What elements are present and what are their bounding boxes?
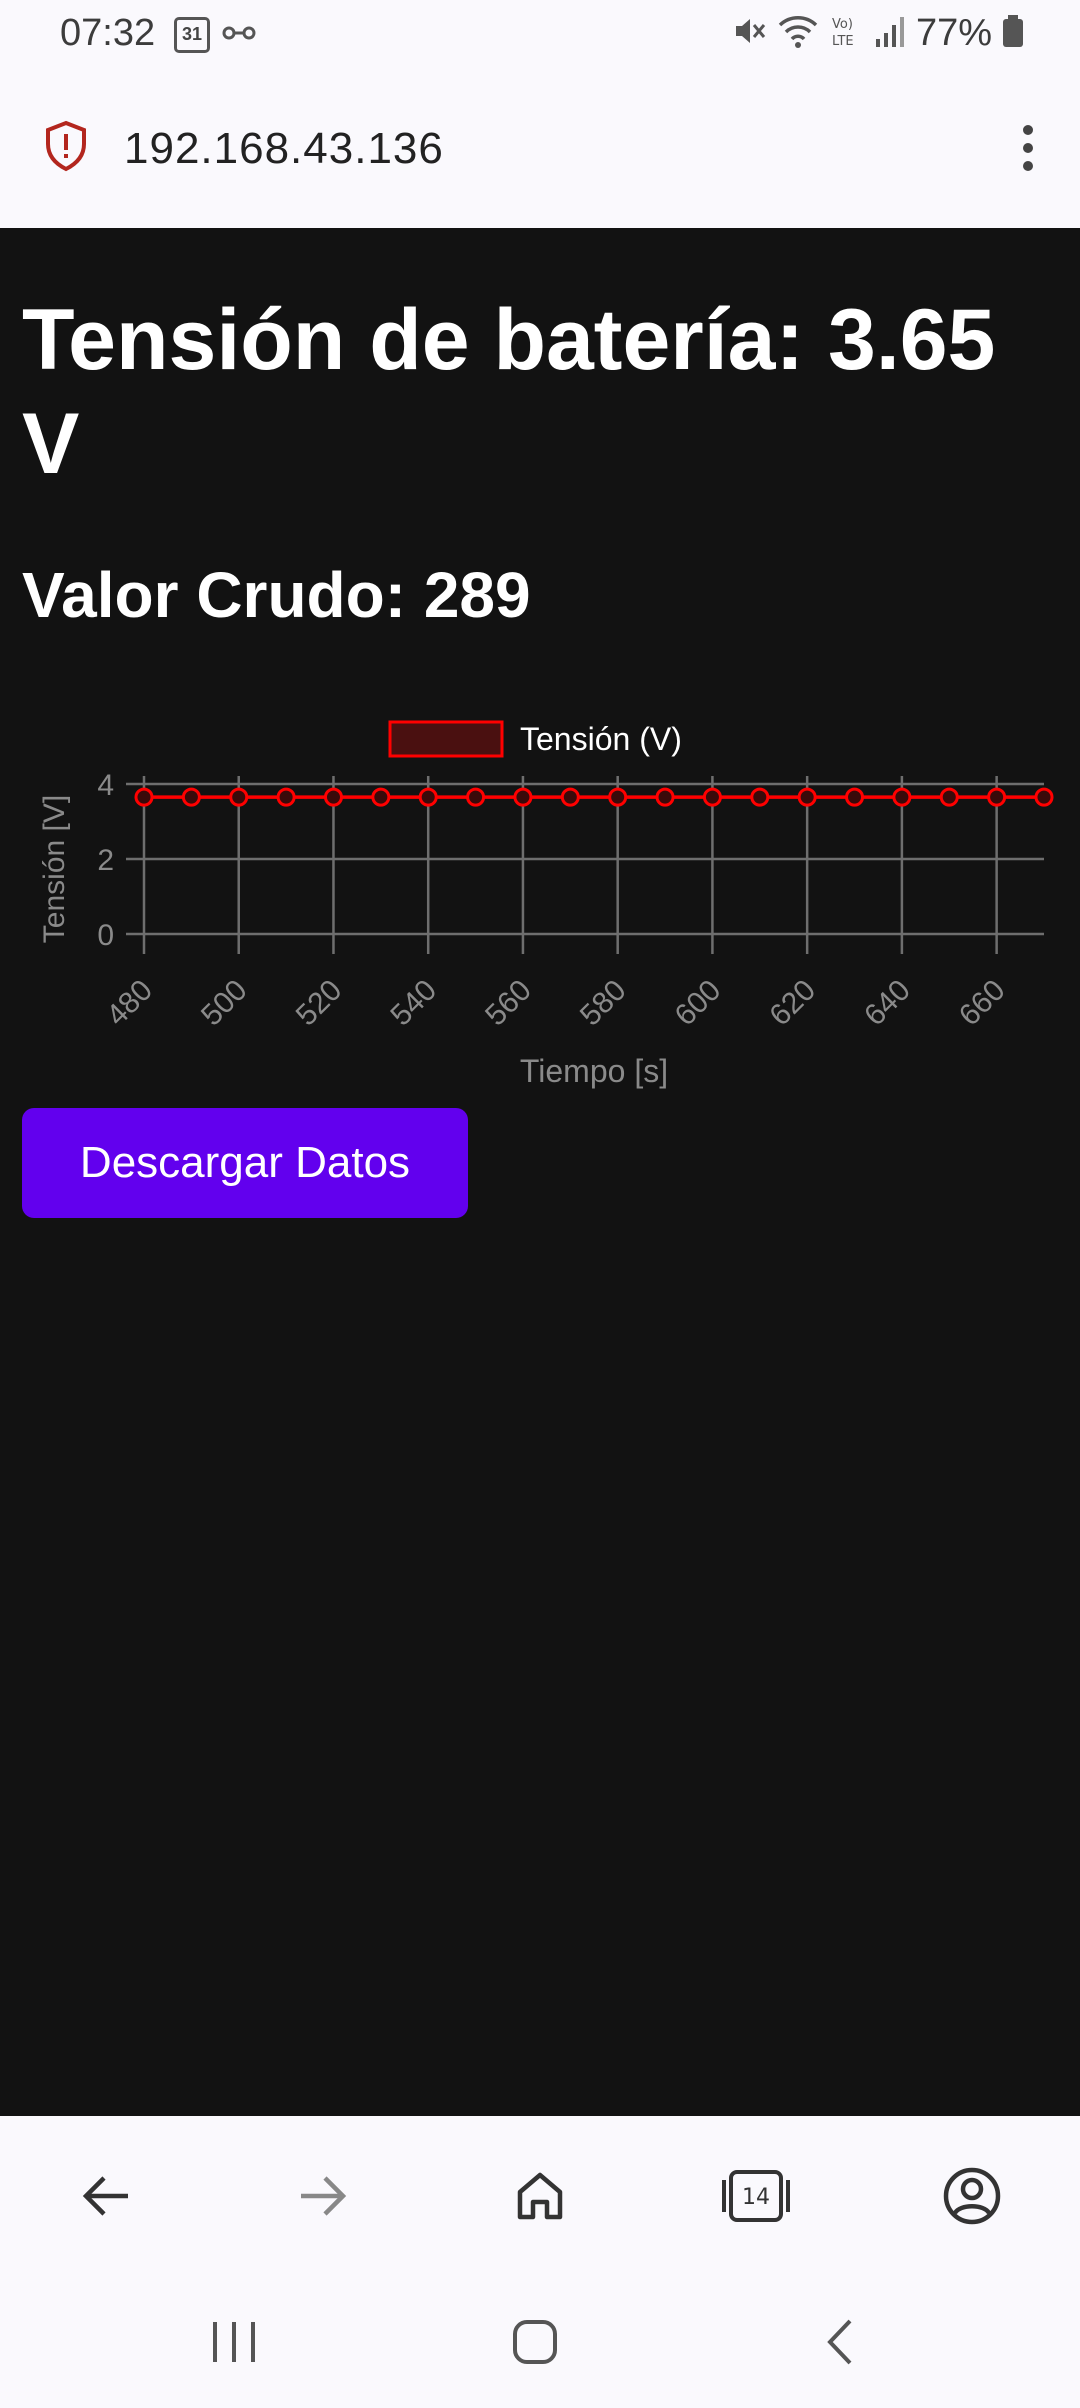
x-tick-label: 540 [384,974,443,1033]
system-navigation [0,2276,1080,2408]
recents-icon [213,2322,255,2362]
page-content: Tensión de batería: 3.65 V Valor Crudo: … [0,228,1080,2116]
battery-voltage-heading: Tensión de batería: 3.65 V [22,292,996,492]
browser-toolbar: 14 [0,2116,1080,2276]
data-point [845,787,865,807]
data-point [702,787,722,807]
home-button[interactable] [504,2160,576,2232]
x-tick-label: 660 [953,974,1012,1033]
url-text[interactable]: 192.168.43.136 [124,124,444,173]
data-point [371,787,391,807]
home-icon [517,2172,563,2220]
svg-text:Vo): Vo) [832,17,853,32]
data-point [466,787,486,807]
data-point [513,787,533,807]
x-tick-label: 500 [195,974,254,1033]
shield-warning-icon[interactable] [44,120,88,177]
svg-text:LTE: LTE [832,34,854,49]
download-data-button[interactable]: Descargar Datos [22,1108,468,1218]
data-point [655,787,675,807]
x-tick-label: 620 [763,974,822,1033]
signal-icon [874,13,906,54]
battery-percent: 77% [915,12,992,54]
mute-icon [730,13,766,54]
data-point [418,787,438,807]
tabs-icon: 14 [722,2170,790,2222]
chart-svg: 0 2 4 480 500 520 540 560 580 600 620 640 660 Tiempo … [38,720,1054,1089]
wifi-icon [776,13,820,54]
data-point [560,787,580,807]
data-point [892,787,912,807]
legend-label: Tensión (V) [520,721,682,757]
forward-button[interactable] [287,2160,359,2232]
link-icon [222,18,256,53]
y-tick-label: 0 [97,919,114,952]
chevron-left-icon [827,2319,852,2365]
legend-swatch [388,720,504,758]
calendar-icon: 31 [174,17,210,53]
data-point [939,787,959,807]
back-button[interactable] [70,2160,142,2232]
data-point [181,787,201,807]
system-home-button[interactable] [505,2312,565,2372]
raw-value-heading: Valor Crudo: 289 [22,559,531,631]
more-vert-icon[interactable] [1020,122,1036,179]
data-point [987,787,1007,807]
x-tick-label: 600 [669,974,728,1033]
status-bar: 07:32 31 Vo) LTE 77% [0,0,1080,72]
data-point [134,787,154,807]
x-tick-label: 480 [100,974,159,1033]
voltage-chart: 0 2 4 480 500 520 540 560 580 600 620 640 660 Tiempo … [0,698,1080,1338]
data-point [797,787,817,807]
status-icons: Vo) LTE 77% [730,12,1024,55]
data-point [229,787,249,807]
home-square-icon [513,2320,557,2364]
x-tick-label: 580 [574,974,633,1033]
recent-apps-button[interactable] [204,2312,264,2372]
x-tick-label: 560 [479,974,538,1033]
status-time: 07:32 [60,12,156,54]
data-point [323,787,343,807]
battery-icon [1002,13,1024,54]
data-point [276,787,296,807]
account-circle-icon [943,2167,1001,2225]
x-axis-label: Tiempo [s] [520,1053,668,1089]
y-tick-label: 4 [97,769,114,802]
tab-count: 14 [742,2185,770,2210]
arrow-right-icon [301,2176,347,2216]
y-tick-label: 2 [97,844,114,877]
address-bar[interactable]: 192.168.43.136 [0,72,1080,228]
volte-icon: Vo) LTE [830,13,864,54]
x-tick-label: 520 [290,974,349,1033]
account-button[interactable] [936,2160,1008,2232]
x-tick-label: 640 [858,974,917,1033]
tabs-button[interactable]: 14 [720,2160,792,2232]
data-point [750,787,770,807]
y-axis-label: Tensión [V] [38,795,71,943]
data-point [608,787,628,807]
data-point [1034,787,1054,807]
system-back-button[interactable] [810,2312,870,2372]
arrow-left-icon [82,2176,128,2216]
